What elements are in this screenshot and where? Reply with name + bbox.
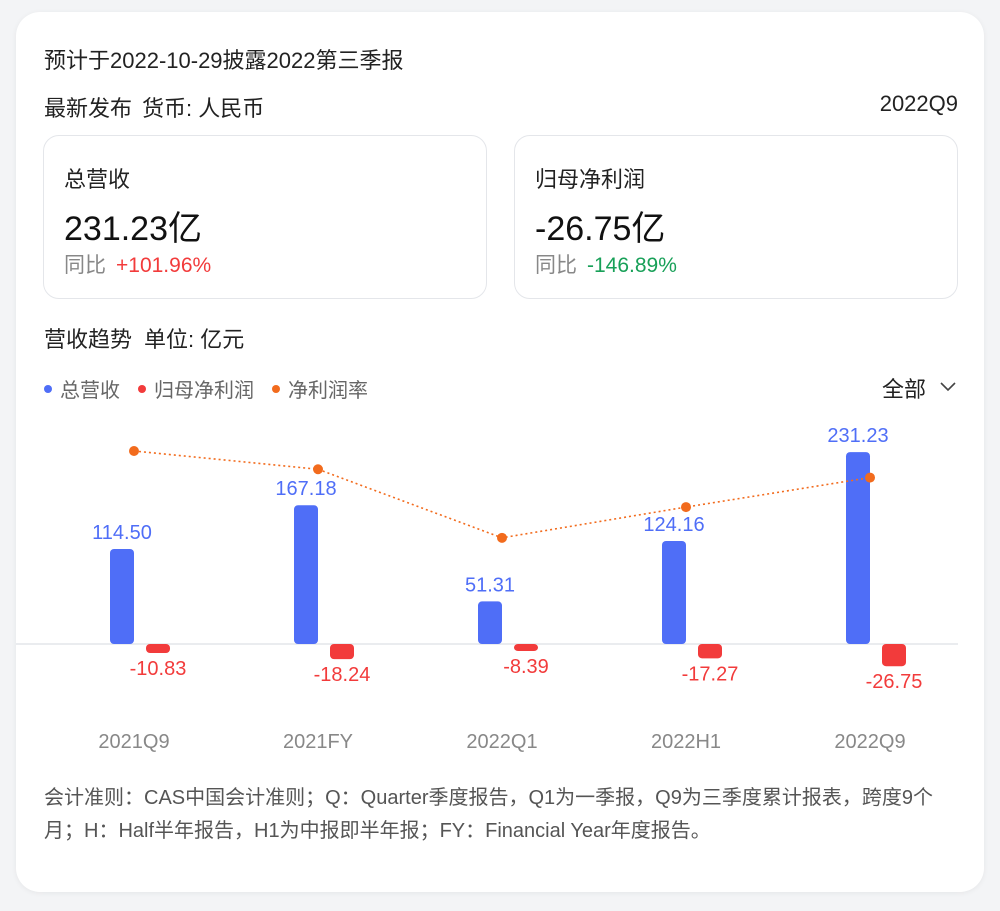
legend-label-net-profit: 归母净利润 [154, 380, 254, 402]
unit-label: 单位: 亿元 [144, 327, 245, 352]
x-axis-tick-label: 2022Q1 [466, 731, 537, 753]
net-profit-value-label: -10.83 [130, 658, 187, 680]
legend-item-net-profit[interactable]: 归母净利润 [138, 374, 254, 403]
x-axis-tick-label: 2021Q9 [98, 731, 169, 753]
revenue-bar [478, 601, 502, 644]
net-profit-bar [882, 644, 906, 667]
net-margin-point [681, 502, 691, 513]
net-profit-label: 归母净利润 [535, 167, 646, 192]
filter-label: 全部 [881, 377, 926, 402]
latest-label: 最新发布 [44, 96, 133, 121]
currency-label: 货币: 人民币 [142, 96, 265, 121]
net-profit-value-label: -8.39 [503, 656, 549, 678]
legend-label-net-margin: 净利润率 [288, 380, 368, 402]
legend-item-revenue[interactable]: 总营收 [44, 374, 120, 403]
revenue-bar [846, 452, 870, 644]
revenue-bar [662, 540, 686, 644]
revenue-label: 总营收 [64, 167, 131, 192]
period-filter-dropdown[interactable]: 全部 [882, 372, 956, 404]
report-period: 2022Q9 [879, 91, 958, 116]
net-profit-value-label: -26.75 [866, 671, 923, 693]
revenue-bar [294, 505, 318, 644]
revenue-yoy: 同比 +101.96% [64, 249, 211, 279]
disclosure-date: 预计于2022-10-29披露2022第三季报 [44, 48, 404, 73]
net-profit-value-label: -18.24 [314, 664, 371, 686]
net-profit-bar [330, 644, 354, 660]
legend-label-revenue: 总营收 [60, 380, 120, 402]
revenue-bar [110, 548, 134, 644]
net-margin-point [865, 472, 875, 483]
legend-dot-revenue [44, 384, 52, 393]
net-margin-point [497, 532, 507, 543]
revenue-trend-chart: 114.50 -10.83 2021Q9 167.18 -18.24 2021FY 51.3… [16, 425, 958, 753]
x-axis-tick-label: 2021FY [283, 731, 353, 753]
net-margin-line [133, 450, 871, 539]
revenue-value-label: 124.16 [643, 514, 704, 536]
net-margin-point [313, 464, 323, 475]
x-axis-tick-label: 2022H1 [651, 731, 721, 753]
chevron-down-icon [940, 379, 956, 397]
net-profit-bar [514, 644, 538, 651]
legend-dot-net-profit [138, 384, 146, 393]
net-profit-bar [698, 644, 722, 659]
accounting-footnote: 会计准则：CAS中国会计准则；Q：Quarter季度报告，Q1为一季报，Q9为三… [44, 787, 933, 842]
legend-dot-net-margin [272, 384, 280, 393]
net-profit-yoy-value: -146.89% [587, 254, 677, 277]
revenue-value-label: 167.18 [275, 478, 336, 500]
revenue-yoy-label: 同比 [64, 254, 106, 277]
revenue-value: 231.23亿 [64, 210, 202, 248]
net-margin-point [129, 446, 139, 456]
net-profit-yoy-label: 同比 [535, 254, 577, 277]
revenue-trend-title: 营收趋势 单位: 亿元 [44, 322, 256, 354]
net-profit-yoy: 同比 -146.89% [535, 249, 677, 279]
net-profit-stat-card: 归母净利润 -26.75亿 同比 -146.89% [514, 135, 958, 299]
revenue-value-label: 231.23 [827, 425, 888, 447]
revenue-value-label: 114.50 [92, 522, 152, 544]
legend-item-net-margin[interactable]: 净利润率 [272, 374, 368, 403]
latest-release-info: 最新发布 货币: 人民币 [44, 91, 274, 123]
x-axis-tick-label: 2022Q9 [834, 731, 905, 753]
chart-legend: 总营收 归母净利润 净利润率 [44, 374, 368, 403]
net-profit-value: -26.75亿 [535, 210, 666, 248]
revenue-value-label: 51.31 [465, 574, 515, 596]
revenue-stat-card: 总营收 231.23亿 同比 +101.96% [43, 135, 487, 299]
revenue-yoy-value: +101.96% [116, 254, 212, 277]
net-profit-bar [146, 644, 170, 653]
section-title: 营收趋势 [44, 327, 133, 352]
net-profit-value-label: -17.27 [682, 663, 739, 685]
